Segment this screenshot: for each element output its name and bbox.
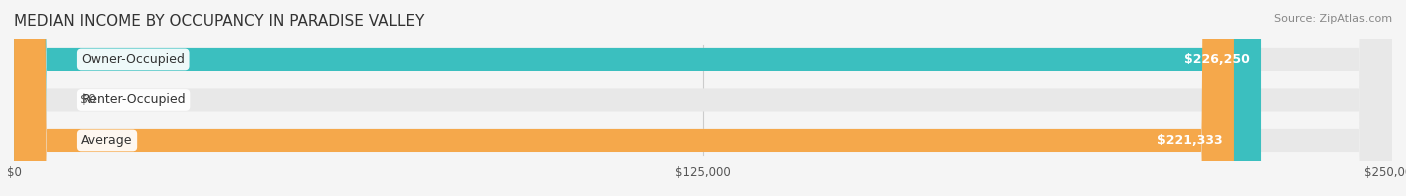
- Text: MEDIAN INCOME BY OCCUPANCY IN PARADISE VALLEY: MEDIAN INCOME BY OCCUPANCY IN PARADISE V…: [14, 14, 425, 29]
- FancyBboxPatch shape: [14, 0, 1261, 196]
- Text: $221,333: $221,333: [1157, 134, 1223, 147]
- Text: Owner-Occupied: Owner-Occupied: [82, 53, 186, 66]
- Text: Average: Average: [82, 134, 132, 147]
- Text: $0: $0: [80, 93, 96, 106]
- FancyBboxPatch shape: [14, 0, 1392, 196]
- Text: $226,250: $226,250: [1184, 53, 1250, 66]
- Text: Renter-Occupied: Renter-Occupied: [82, 93, 186, 106]
- FancyBboxPatch shape: [14, 0, 1234, 196]
- FancyBboxPatch shape: [14, 0, 1392, 196]
- FancyBboxPatch shape: [14, 0, 1392, 196]
- Text: Source: ZipAtlas.com: Source: ZipAtlas.com: [1274, 14, 1392, 24]
